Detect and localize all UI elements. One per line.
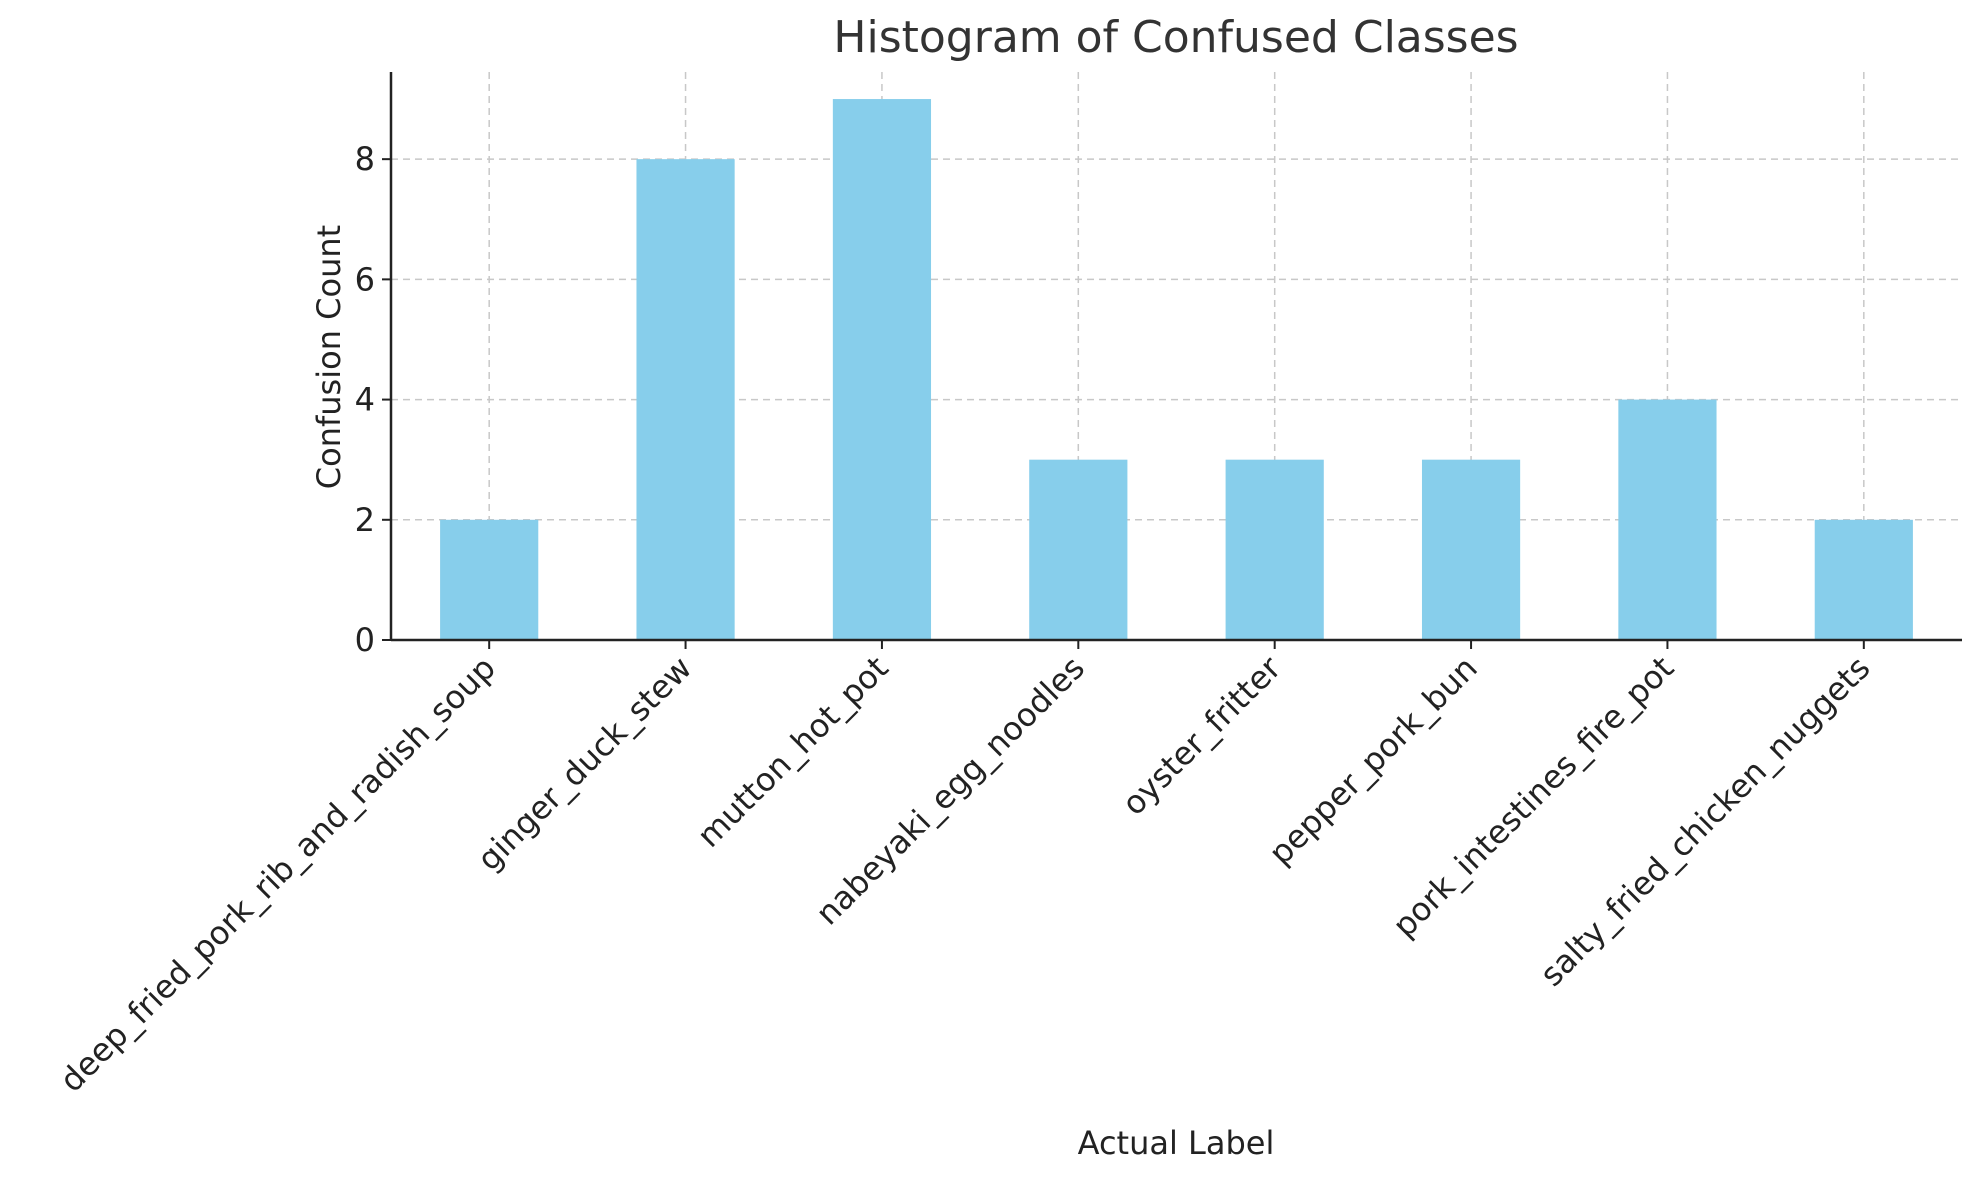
y-tick-label: 6 [355, 260, 375, 298]
x-tick-label: ginger_duck_stew [470, 649, 699, 878]
bar-ginger-duck-stew [636, 159, 735, 640]
x-tick-label: pepper_pork_bun [1261, 649, 1484, 872]
bar-pork-intestines-fire-pot [1618, 399, 1717, 640]
x-tick-label: mutton_hot_pot [690, 649, 896, 855]
x-tick-label: oyster_fritter [1115, 648, 1289, 822]
bar-pepper-pork-bun [1421, 459, 1521, 640]
bar-salty-fried-chicken-nuggets [1814, 519, 1913, 640]
bar-deep-fried-pork-rib-and-radish-soup [440, 519, 539, 640]
y-axis-label: Confusion Count [310, 225, 348, 489]
bar-nabeyaki-egg-noodles [1029, 459, 1128, 640]
bar-oyster-fritter [1225, 459, 1324, 640]
x-tick-label: salty_fried_chicken_nuggets [1533, 649, 1878, 994]
grid-lines [391, 72, 1962, 641]
y-tick-label: 0 [355, 621, 375, 659]
bar-mutton-hot-pot [832, 99, 932, 641]
x-axis-label: Actual Label [1078, 1124, 1275, 1162]
y-tick-label: 2 [355, 501, 375, 539]
chart-title: Histogram of Confused Classes [833, 12, 1518, 63]
x-tick-label: deep_fried_pork_rib_and_radish_soup [52, 649, 503, 1100]
bars [440, 99, 1913, 641]
y-tick-label: 8 [355, 140, 375, 178]
y-tick-label: 4 [355, 381, 375, 419]
